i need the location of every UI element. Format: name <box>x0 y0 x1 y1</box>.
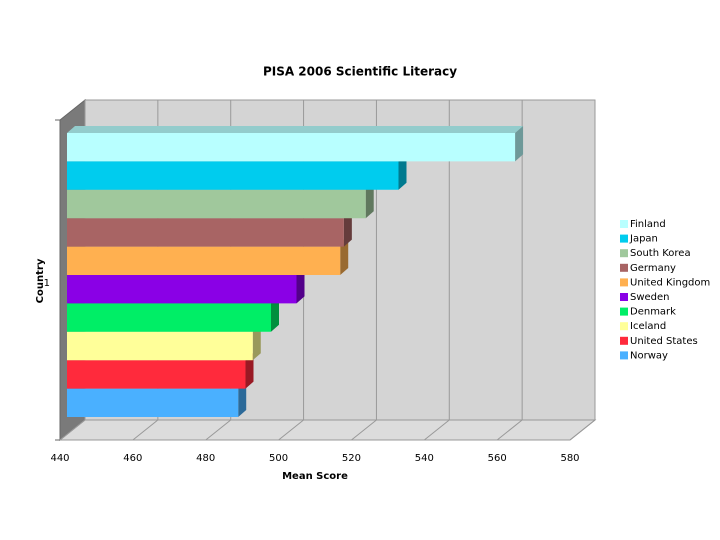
bar-top <box>67 126 524 133</box>
legend-swatch <box>620 351 628 360</box>
x-tick-label: 540 <box>415 453 434 464</box>
bar-front <box>67 303 271 332</box>
bar-side <box>271 296 279 332</box>
bar-side <box>340 239 349 275</box>
bar-front <box>67 331 253 361</box>
legend-swatch <box>620 220 628 228</box>
legend-swatch <box>620 336 628 345</box>
bar-front <box>67 275 297 304</box>
x-tick-label: 580 <box>560 453 579 464</box>
bar-side <box>398 154 407 190</box>
legend-swatch <box>620 263 628 272</box>
legend-label: Japan <box>629 234 658 245</box>
x-tick-label: 440 <box>50 453 69 464</box>
legend-label: Finland <box>630 219 666 230</box>
grid-line <box>205 419 232 441</box>
legend-label: Sweden <box>630 292 670 303</box>
legend-label: Iceland <box>630 321 666 332</box>
y-tick-label: 1 <box>44 278 50 289</box>
x-tick-label: 500 <box>269 453 288 464</box>
bar-side <box>245 353 254 389</box>
grid-line <box>496 419 523 441</box>
legend-swatch <box>620 307 628 316</box>
legend-swatch <box>620 293 628 301</box>
bar-front <box>67 218 344 247</box>
bar-front <box>67 388 239 417</box>
x-tick-label: 460 <box>123 453 142 464</box>
bar-side <box>296 268 305 304</box>
grid-line <box>278 419 304 441</box>
bar-side <box>365 182 374 219</box>
bar <box>67 126 524 162</box>
legend-swatch <box>620 234 628 243</box>
bar-side <box>252 324 261 361</box>
bar-front <box>67 133 516 162</box>
bar-side <box>515 126 524 162</box>
legend-label: Norway <box>630 350 668 361</box>
grid-line <box>569 419 596 441</box>
bar-side <box>343 211 352 247</box>
legend-label: Germany <box>630 263 676 274</box>
grid-line <box>59 419 86 441</box>
grid-line <box>132 419 159 441</box>
bar-front <box>67 360 246 389</box>
chart-title: PISA 2006 Scientific Literacy <box>263 65 457 79</box>
legend-swatch <box>620 322 628 331</box>
y-axis-label: Country <box>35 258 46 303</box>
grid-line <box>351 419 377 441</box>
legend-label: Denmark <box>630 307 676 318</box>
grid-line <box>423 419 450 441</box>
x-tick-label: 560 <box>488 453 507 464</box>
legend-label: United Kingdom <box>630 277 710 288</box>
x-tick-label: 520 <box>342 453 361 464</box>
bar-front <box>67 161 399 190</box>
bar-side <box>238 381 247 417</box>
bar-front <box>67 246 341 275</box>
x-tick-label: 480 <box>196 453 215 464</box>
legend-label: United States <box>630 336 698 347</box>
bar-front <box>67 189 366 219</box>
legend-label: South Korea <box>630 248 691 259</box>
x-axis-label: Mean Score <box>282 471 348 482</box>
legend-swatch <box>620 278 628 287</box>
legend-swatch <box>620 249 628 258</box>
floor <box>58 419 597 441</box>
